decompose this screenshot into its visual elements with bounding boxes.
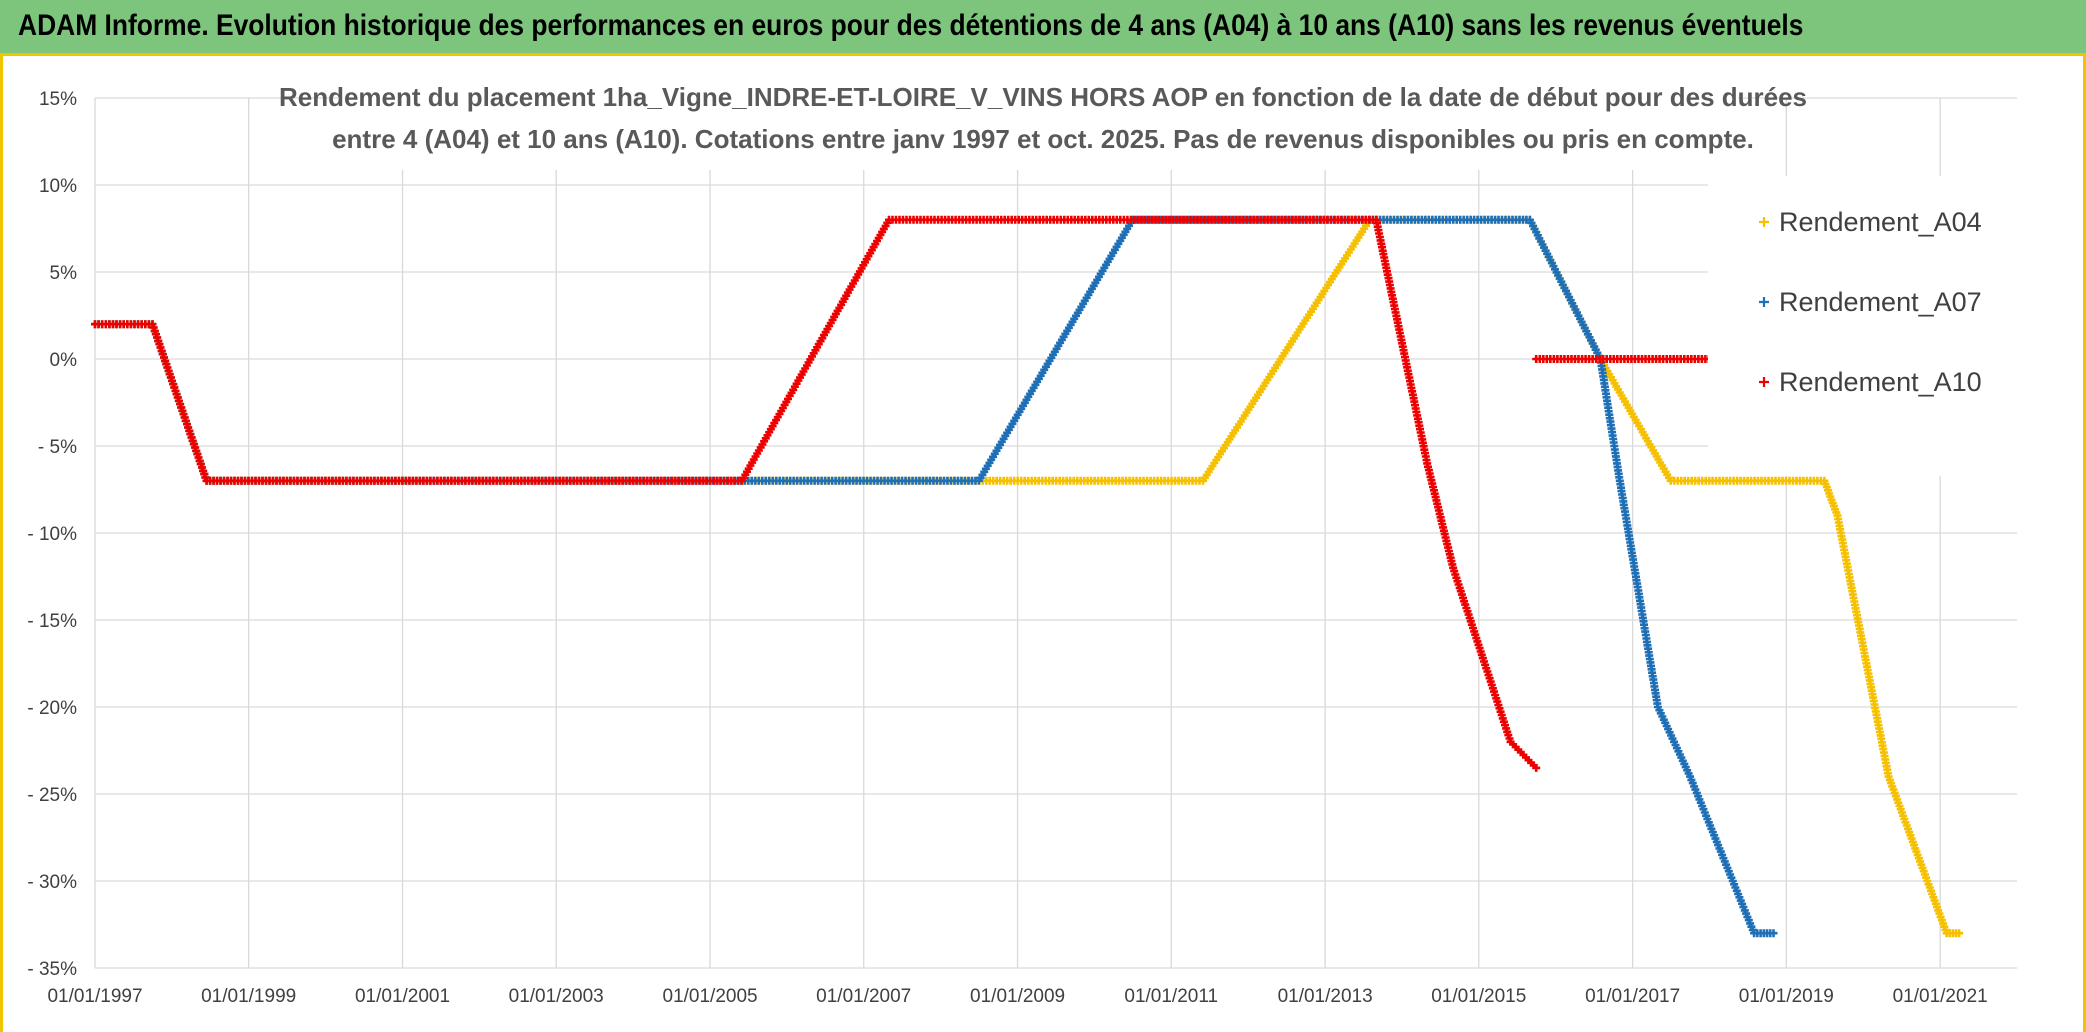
y-tick-label: 0% — [50, 350, 78, 371]
y-tick-label: 10% — [39, 176, 77, 197]
y-tick-label: - 5% — [38, 437, 77, 458]
series-marker-path — [91, 215, 1541, 772]
legend-label: Rendement_A10 — [1779, 367, 1982, 397]
legend-marker — [1759, 297, 1769, 307]
series-rendement-a10 — [91, 215, 1541, 772]
y-tick-label: 15% — [39, 89, 77, 110]
legend-background — [1708, 176, 2018, 476]
series-marker-path — [91, 215, 1778, 938]
y-tick-label: - 35% — [27, 959, 77, 980]
y-tick-label: - 25% — [27, 785, 77, 806]
legend-marker — [1759, 217, 1769, 227]
title-banner: ADAM Informe. Evolution historique des p… — [0, 0, 2086, 56]
legend-item: Rendement_A10 — [1759, 367, 1982, 397]
x-tick-label: 01/01/2011 — [1124, 986, 1218, 1007]
legend-item: Rendement_A07 — [1759, 287, 1982, 317]
series-rendement-a10 — [1532, 355, 1720, 363]
x-tick-label: 01/01/2013 — [1278, 986, 1373, 1007]
x-tick-label: 01/01/2009 — [970, 986, 1065, 1007]
chart-title-line-1: Rendement du placement 1ha_Vigne_INDRE-E… — [279, 82, 1807, 112]
series-rendement-a04 — [91, 215, 1964, 938]
legend-marker — [1759, 377, 1769, 387]
x-tick-label: 01/01/2001 — [355, 986, 450, 1007]
series-marker-path — [1532, 355, 1720, 363]
x-tick-label: 01/01/1999 — [201, 986, 296, 1007]
series-marker-path — [91, 215, 1964, 938]
series-markers — [91, 215, 1964, 938]
legend-label: Rendement_A04 — [1779, 207, 1982, 237]
x-tick-label: 01/01/2017 — [1585, 986, 1680, 1007]
y-tick-label: 5% — [50, 263, 78, 284]
banner-title: ADAM Informe. Evolution historique des p… — [18, 9, 1804, 42]
y-tick-label: - 30% — [27, 872, 77, 893]
axis-labels: 15% 10% 5% 0% - 5% - 10% - 15% - 20% - 25% - 30% -… — [27, 89, 1987, 1007]
x-tick-label: 01/01/2019 — [1739, 986, 1834, 1007]
x-tick-label: 01/01/2005 — [663, 986, 758, 1007]
x-tick-label: 01/01/2021 — [1893, 986, 1988, 1007]
chart-area: 15% 10% 5% 0% - 5% - 10% - 15% - 20% - 25% - 30% -… — [0, 56, 2086, 1032]
legend-label: Rendement_A07 — [1779, 287, 1982, 317]
y-tick-label: - 20% — [27, 698, 77, 719]
x-tick-label: 01/01/2007 — [816, 986, 911, 1007]
legend-item: Rendement_A04 — [1759, 207, 1982, 237]
x-tick-label: 01/01/2015 — [1431, 986, 1526, 1007]
grid-lines — [94, 97, 2017, 969]
x-tick-label: 01/01/1997 — [47, 986, 142, 1007]
chart-title-line-2: entre 4 (A04) et 10 ans (A10). Cotations… — [332, 124, 1754, 154]
y-tick-label: - 10% — [27, 524, 77, 545]
series-rendement-a07 — [91, 215, 1778, 938]
legend: Rendement_A04 Rendement_A07 Rendement_A10 — [1708, 176, 2018, 476]
chart-title-background — [338, 62, 1738, 170]
y-tick-label: - 15% — [27, 611, 77, 632]
performance-chart: 15% 10% 5% 0% - 5% - 10% - 15% - 20% - 25% - 30% -… — [27, 62, 2018, 1007]
x-tick-label: 01/01/2003 — [509, 986, 604, 1007]
